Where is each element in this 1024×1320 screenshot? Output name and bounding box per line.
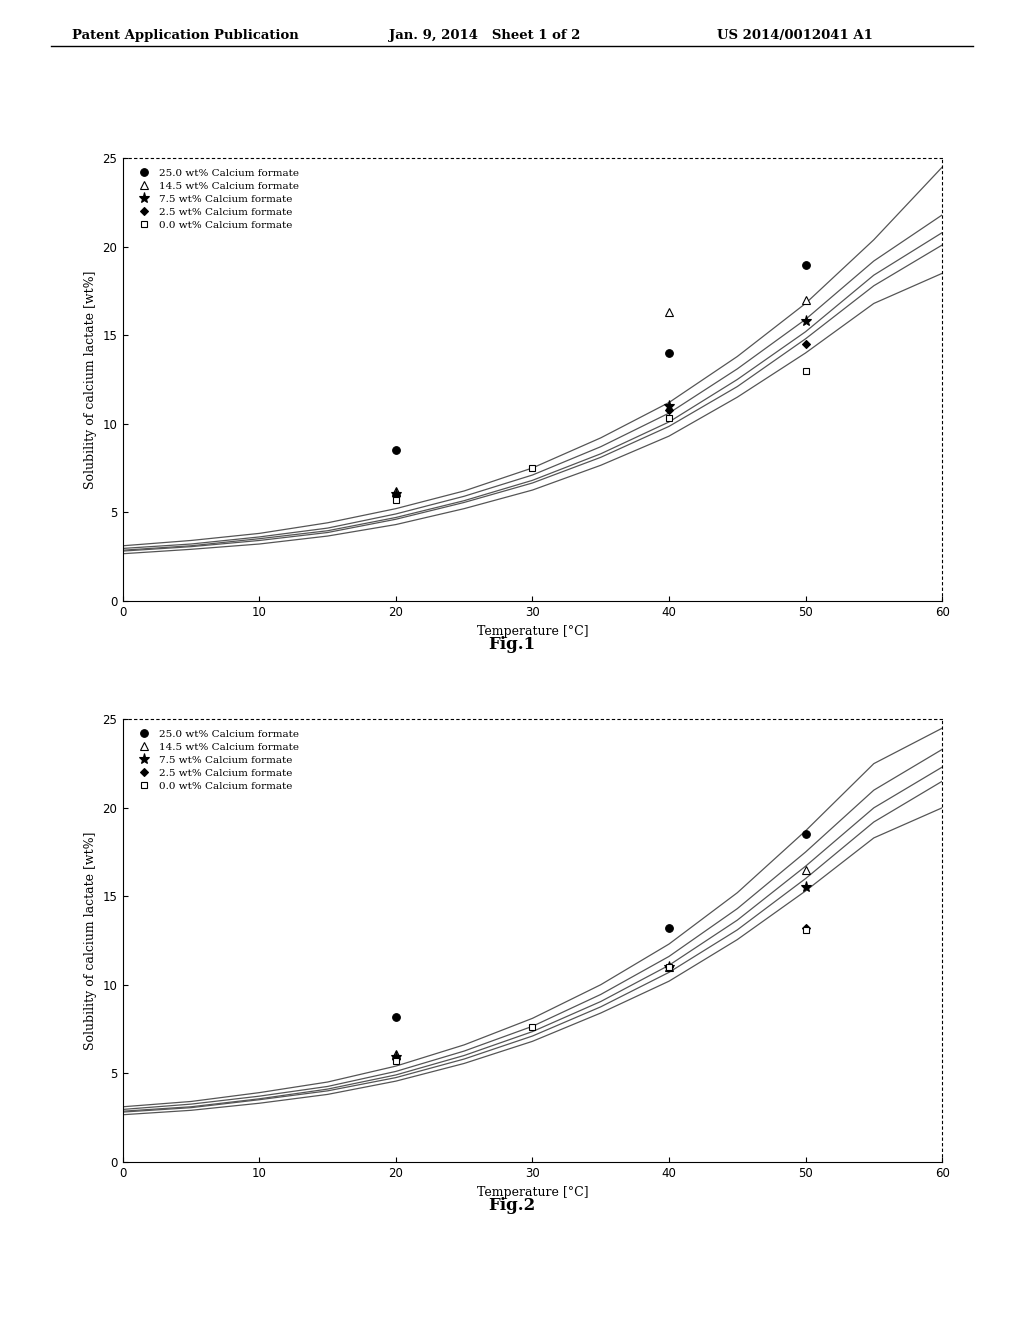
Text: Jan. 9, 2014   Sheet 1 of 2: Jan. 9, 2014 Sheet 1 of 2 (389, 29, 581, 42)
Legend: 25.0 wt% Calcium formate, 14.5 wt% Calcium formate, 7.5 wt% Calcium formate, 2.5: 25.0 wt% Calcium formate, 14.5 wt% Calci… (128, 164, 304, 235)
Text: Patent Application Publication: Patent Application Publication (72, 29, 298, 42)
X-axis label: Temperature [°C]: Temperature [°C] (476, 1185, 589, 1199)
X-axis label: Temperature [°C]: Temperature [°C] (476, 624, 589, 638)
Text: Fig.1: Fig.1 (488, 636, 536, 653)
Text: US 2014/0012041 A1: US 2014/0012041 A1 (717, 29, 872, 42)
Y-axis label: Solubility of calcium lactate [wt%]: Solubility of calcium lactate [wt%] (84, 832, 97, 1049)
Y-axis label: Solubility of calcium lactate [wt%]: Solubility of calcium lactate [wt%] (84, 271, 97, 488)
Legend: 25.0 wt% Calcium formate, 14.5 wt% Calcium formate, 7.5 wt% Calcium formate, 2.5: 25.0 wt% Calcium formate, 14.5 wt% Calci… (128, 725, 304, 796)
Text: Fig.2: Fig.2 (488, 1197, 536, 1214)
